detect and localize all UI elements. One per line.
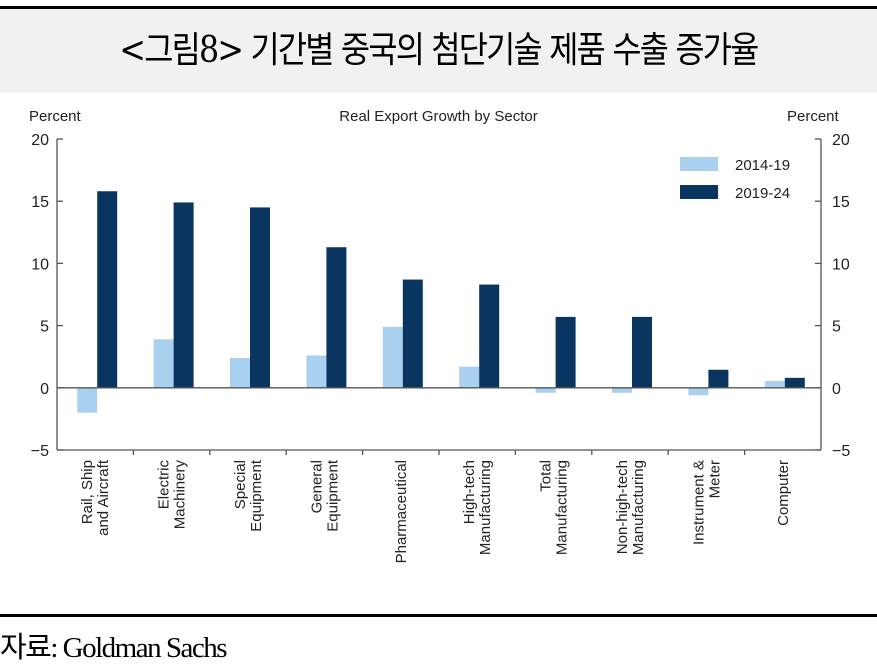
legend-label-2019-24: 2019-24: [735, 185, 790, 202]
bar-chart: −5 −5 0 0 5 5 10 10 15 15 20 20 Rail, Ship and Aircra…: [31, 132, 851, 563]
legend-swatch-2014-19: [680, 157, 718, 171]
bar-2019-24-8: [708, 369, 729, 388]
chart-title: Real Export Growth by Sector: [339, 108, 538, 125]
bar-2019-24-9: [784, 377, 805, 388]
left-ytick-label: 20: [31, 132, 49, 149]
right-ytick-label: 5: [832, 319, 841, 336]
legend-label-2014-19: 2014-19: [735, 157, 790, 174]
bar-2014-19-5: [459, 366, 480, 388]
right-axis-unit-label: Percent: [787, 108, 839, 125]
category-label: Manufacturing: [477, 460, 494, 555]
right-ytick-label: 20: [832, 132, 850, 149]
category-label: Meter: [706, 460, 723, 498]
header-band: [0, 9, 877, 93]
bar-2019-24-3: [326, 247, 347, 388]
axes-layer: −5 −5 0 0 5 5 10 10 15 15 20 20 Rail, Ship and Aircra…: [31, 132, 851, 563]
source-note: 자료: Goldman Sachs: [0, 632, 228, 664]
bar-2014-19-7: [612, 387, 632, 393]
right-ytick-label: 10: [832, 256, 850, 273]
right-ytick-label: −5: [832, 443, 850, 460]
category-label: Rail, Ship: [79, 460, 96, 524]
category-label: Instrument &: [690, 460, 707, 545]
category-label: Manufacturing: [630, 460, 647, 555]
bar-2019-24-7: [632, 316, 652, 388]
legend: 2014-19 2019-24: [680, 157, 790, 202]
bar-2014-19-2: [230, 357, 250, 388]
bar-2014-19-3: [306, 355, 327, 388]
category-label: High-tech: [461, 460, 478, 524]
bar-2014-19-9: [764, 380, 785, 388]
category-label: and Aircraft: [95, 459, 112, 536]
category-label: Special: [232, 460, 249, 509]
right-ytick-label: 0: [832, 381, 841, 398]
bar-2019-24-5: [479, 284, 500, 388]
bar-2014-19-1: [153, 339, 174, 388]
bar-2014-19-6: [535, 387, 556, 393]
bar-2014-19-8: [688, 387, 709, 396]
category-label: Non-high-tech: [614, 460, 631, 554]
bar-2014-19-4: [382, 326, 403, 388]
bottom-rule: [0, 614, 877, 617]
bar-2014-19-0: [77, 387, 98, 413]
left-axis-unit-label: Percent: [29, 108, 81, 125]
category-label: Computer: [775, 460, 792, 526]
bars-layer: [77, 191, 805, 413]
left-ytick-label: 15: [31, 194, 49, 211]
left-ytick-label: 5: [40, 319, 49, 336]
top-rule: [0, 6, 877, 9]
bar-2019-24-2: [250, 207, 270, 388]
bar-2019-24-6: [555, 316, 576, 388]
category-label: Total: [538, 460, 555, 492]
category-label: Machinery: [172, 460, 189, 530]
category-label: Manufacturing: [554, 460, 571, 555]
category-label: Electric: [156, 460, 173, 510]
right-ytick-label: 15: [832, 194, 850, 211]
category-label: Equipment: [324, 459, 341, 532]
bar-2019-24-1: [173, 202, 194, 388]
category-label: Equipment: [248, 459, 265, 532]
legend-swatch-2019-24: [680, 185, 718, 199]
bar-2019-24-4: [402, 279, 423, 388]
figure-title: <그림8> 기간별 중국의 첨단기술 제품 수출 증가율: [119, 30, 759, 71]
bar-2019-24-0: [97, 191, 118, 388]
left-ytick-label: 0: [40, 381, 49, 398]
category-label: Pharmaceutical: [393, 460, 410, 563]
left-ytick-label: −5: [31, 443, 49, 460]
category-label: General: [308, 460, 325, 513]
left-ytick-label: 10: [31, 256, 49, 273]
